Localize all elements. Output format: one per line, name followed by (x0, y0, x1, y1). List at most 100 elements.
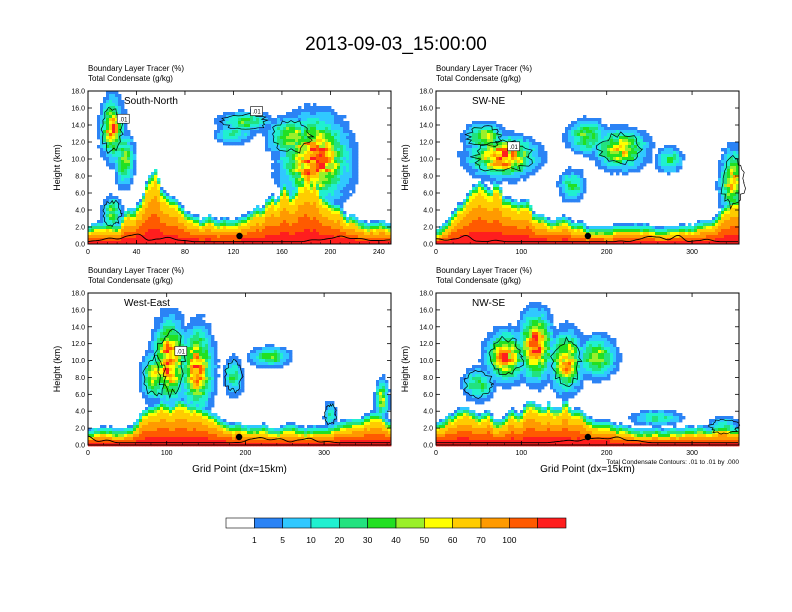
tracer-cell (250, 115, 254, 119)
tracer-cell (499, 223, 503, 227)
tracer-cell (616, 145, 620, 149)
tracer-cell (622, 130, 626, 134)
tracer-cell (637, 223, 641, 227)
tracer-cell (346, 136, 350, 140)
tracer-cell (622, 229, 626, 233)
tracer-cell (496, 154, 500, 158)
tracer-cell (343, 181, 347, 185)
tracer-cell (562, 181, 566, 185)
tracer-cell (505, 178, 509, 182)
tracer-cell (238, 121, 242, 125)
tracer-cell (109, 166, 113, 170)
tracer-cell (607, 133, 611, 137)
tracer-cell (337, 184, 341, 188)
tracer-cell (349, 214, 353, 218)
tracer-cell (325, 121, 329, 125)
tracer-cell (676, 154, 680, 158)
tracer-cell (679, 238, 683, 242)
tracer-cell (580, 139, 584, 143)
tracer-cell (178, 208, 182, 212)
tracer-cell (109, 229, 113, 233)
tracer-cell (319, 172, 323, 176)
tracer-cell (733, 232, 737, 236)
tracer-cell (283, 226, 287, 230)
tracer-cell (100, 148, 104, 152)
tracer-cell (472, 187, 476, 191)
tracer-cell (268, 148, 272, 152)
tracer-cell (304, 169, 308, 173)
tracer-cell (577, 118, 581, 122)
tracer-cell (298, 220, 302, 224)
tracer-cell (601, 136, 605, 140)
tracer-cell (139, 199, 143, 203)
tracer-cell (484, 220, 488, 224)
tracer-cell (94, 235, 98, 239)
tracer-cell (643, 229, 647, 233)
tracer-cell (301, 172, 305, 176)
tracer-cell (316, 193, 320, 197)
tracer-cell (502, 241, 506, 245)
tracer-cell (88, 232, 92, 236)
tracer-cell (646, 229, 650, 233)
tracer-cell (574, 193, 578, 197)
tracer-cell (283, 151, 287, 155)
tracer-cell (709, 229, 713, 233)
tracer-cell (352, 172, 356, 176)
tracer-cell (226, 226, 230, 230)
tracer-cell (373, 238, 377, 242)
tracer-cell (469, 211, 473, 215)
tracer-cell (112, 148, 116, 152)
tracer-cell (265, 112, 269, 116)
tracer-cell (211, 220, 215, 224)
tracer-cell (472, 148, 476, 152)
tracer-cell (523, 139, 527, 143)
tracer-cell (724, 208, 728, 212)
tracer-cell (376, 229, 380, 233)
tracer-cell (733, 193, 737, 197)
tracer-cell (622, 223, 626, 227)
tracer-cell (157, 196, 161, 200)
tracer-cell (562, 217, 566, 221)
tracer-cell (601, 232, 605, 236)
tracer-cell (322, 232, 326, 236)
tracer-cell (361, 241, 365, 245)
tracer-cell (133, 154, 137, 158)
tracer-cell (502, 199, 506, 203)
tracer-cell (316, 136, 320, 140)
tracer-cell (271, 208, 275, 212)
tracer-cell (118, 181, 122, 185)
tracer-cell (115, 142, 119, 146)
tracer-cell (676, 166, 680, 170)
tracer-cell (112, 437, 116, 441)
tracer-cell (514, 139, 518, 143)
tracer-cell (154, 223, 158, 227)
tracer-cell (319, 196, 323, 200)
y-tick-label: 16.0 (71, 106, 85, 113)
tracer-cell (202, 232, 206, 236)
tracer-cell (697, 232, 701, 236)
tracer-cell (286, 211, 290, 215)
tracer-cell (505, 229, 509, 233)
tracer-cell (634, 241, 638, 245)
tracer-cell (328, 163, 332, 167)
tracer-cell (118, 217, 122, 221)
tracer-cell (100, 232, 104, 236)
tracer-cell (367, 238, 371, 242)
tracer-cell (319, 130, 323, 134)
tracer-cell (484, 229, 488, 233)
tracer-cell (121, 178, 125, 182)
tracer-cell (280, 130, 284, 134)
tracer-cell (154, 208, 158, 212)
tracer-cell (280, 178, 284, 182)
tracer-cell (301, 241, 305, 245)
tracer-cell (595, 235, 599, 239)
tracer-cell (475, 157, 479, 161)
tracer-cell (595, 157, 599, 161)
tracer-cell (103, 235, 107, 239)
tracer-cell (571, 139, 575, 143)
tracer-cell (451, 220, 455, 224)
tracer-cell (319, 211, 323, 215)
tracer-cell (232, 118, 236, 122)
tracer-cell (472, 232, 476, 236)
tracer-cell (523, 136, 527, 140)
